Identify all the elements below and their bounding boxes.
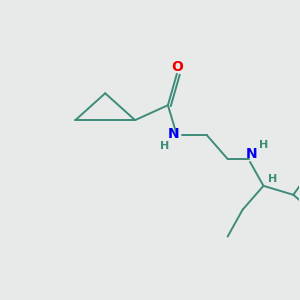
Text: H: H — [160, 140, 170, 151]
Text: H: H — [260, 140, 269, 150]
Text: O: O — [172, 60, 183, 74]
Text: N: N — [167, 127, 179, 141]
Text: H: H — [268, 174, 278, 184]
Text: N: N — [246, 147, 257, 160]
